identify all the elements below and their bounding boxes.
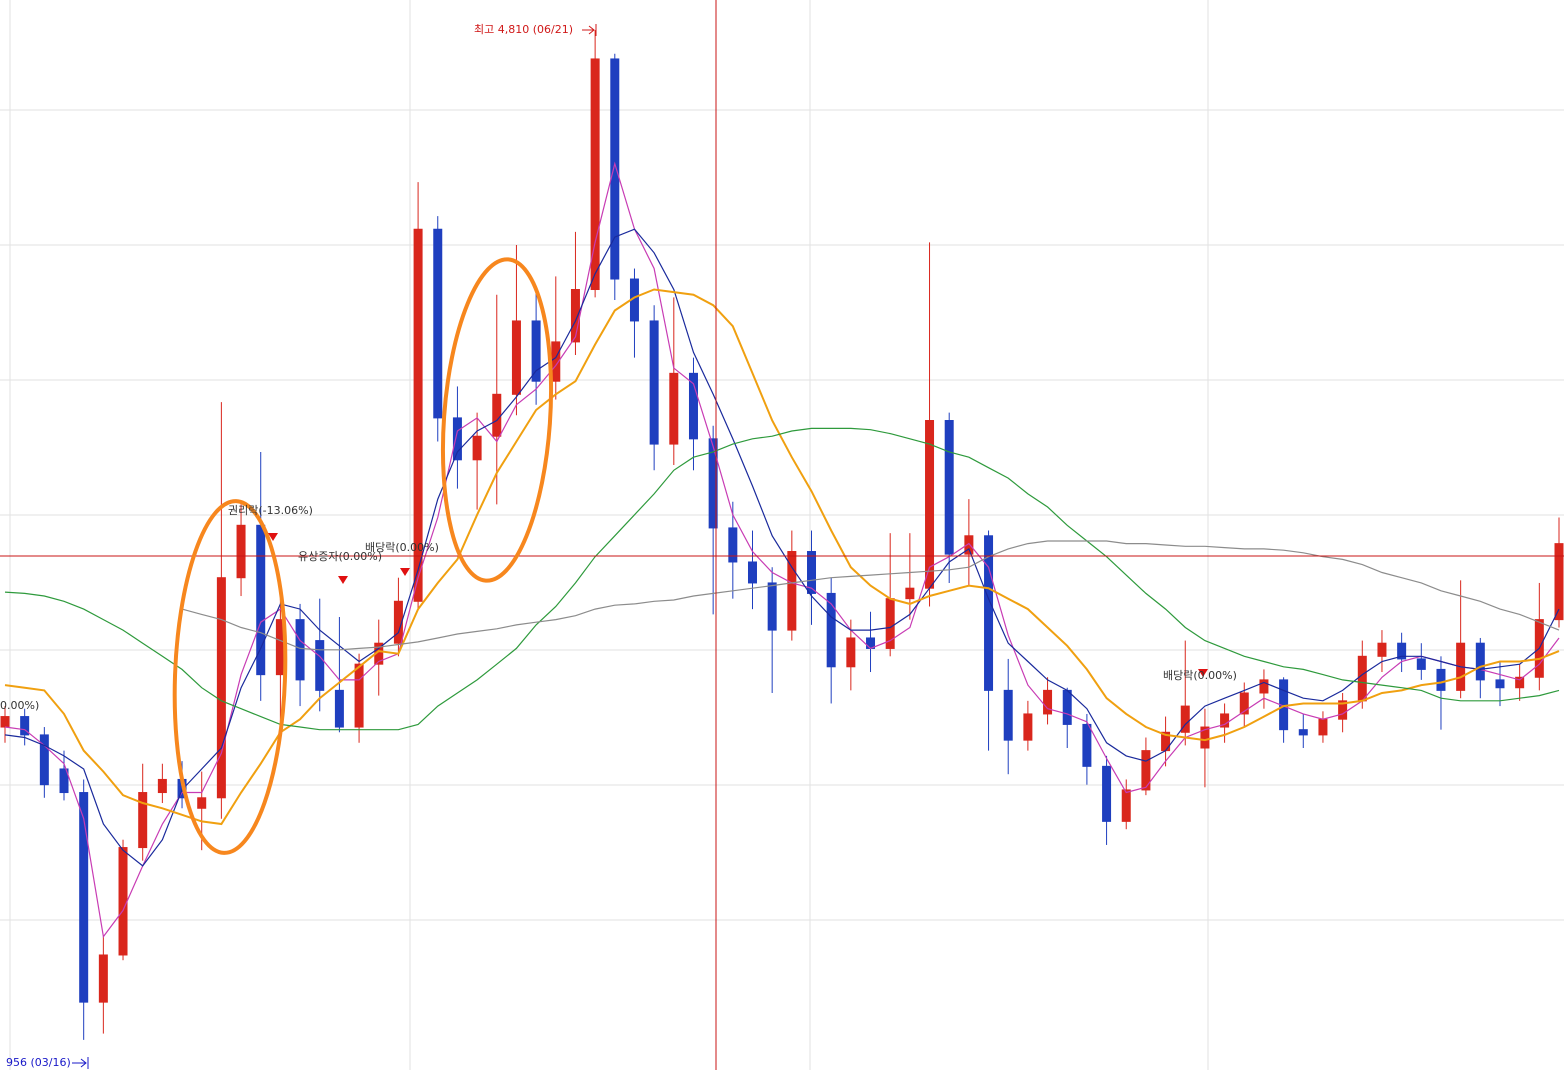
candle-body (531, 320, 541, 382)
candle-body (118, 847, 128, 956)
candle-body (767, 582, 777, 631)
candle-body (1082, 723, 1092, 767)
event-label: 권리락(-13.06%) (228, 504, 313, 517)
event-label: 0.00%) (0, 699, 39, 712)
candle-body (1200, 726, 1210, 749)
moving-average-line (4, 161, 1560, 939)
candle-body (452, 417, 462, 461)
candle-body (236, 524, 246, 579)
moving-average-line (4, 427, 1560, 731)
candle-body (1180, 705, 1190, 733)
candle-body (413, 228, 423, 602)
candle-body (0, 716, 10, 728)
candle-body (295, 619, 305, 681)
candle-body (649, 320, 659, 445)
candle-body (354, 663, 364, 728)
plot-area (0, 30, 1564, 1040)
candle-body (1475, 642, 1485, 681)
candle-body (1121, 789, 1131, 822)
moving-average-line (181, 540, 1560, 651)
candle-body (1220, 713, 1230, 728)
candle-body (315, 640, 325, 691)
candle-body (1043, 689, 1053, 715)
candle-body (216, 577, 226, 799)
candle-body (747, 561, 757, 584)
candle-body (610, 58, 620, 280)
candle-body (1554, 543, 1564, 621)
event-markers (268, 533, 1208, 677)
candle-body (728, 527, 738, 563)
candle-body (79, 792, 89, 1003)
candle-body (59, 768, 69, 794)
candle-body (807, 551, 817, 594)
candle-body (905, 587, 915, 600)
event-label: 배당락(0.00%) (1163, 669, 1237, 682)
candle-body (1357, 655, 1367, 702)
candle-body (472, 435, 482, 461)
event-marker (1198, 669, 1208, 677)
candle-body (1102, 765, 1112, 822)
moving-average-line (4, 288, 1560, 826)
highlights (172, 257, 554, 855)
event-marker (268, 533, 278, 541)
highlight-ellipse (440, 257, 554, 583)
event-label: 배당락(0.00%) (365, 541, 439, 554)
candle-body (1023, 713, 1033, 741)
candle-body (1239, 692, 1249, 715)
candle-body (1397, 642, 1407, 660)
low-arrow (72, 1057, 89, 1069)
candle-body (826, 592, 836, 668)
candle-body (1416, 658, 1426, 670)
candle-body (590, 58, 600, 291)
candle-body (944, 420, 954, 555)
candle-body (1515, 676, 1525, 689)
candle-body (688, 372, 698, 440)
candle-body (669, 372, 679, 445)
candle-body (197, 797, 207, 809)
candle-body (1495, 679, 1505, 689)
highlight-ellipse (172, 499, 288, 855)
candle-body (1338, 700, 1348, 720)
candle-body (256, 524, 266, 676)
event-label: 유상증자(0.00%) (298, 550, 382, 563)
high-arrow (582, 24, 597, 36)
candle-body (1141, 750, 1151, 791)
candle-body (138, 792, 148, 849)
event-marker (338, 576, 348, 584)
candle-body (1436, 668, 1446, 691)
candle-body (492, 393, 502, 437)
candle-body (984, 535, 994, 691)
candle-body (98, 954, 108, 1003)
candle-body (1259, 679, 1269, 694)
moving-average-line (4, 228, 1560, 867)
candle-body (964, 535, 974, 555)
candle-body (20, 716, 30, 736)
candle-body (708, 438, 718, 529)
candle-body (1318, 718, 1328, 736)
candle-body (511, 320, 521, 395)
candle-body (334, 689, 344, 728)
candle-body (787, 551, 797, 631)
event-marker (400, 568, 410, 576)
candle-body (393, 600, 403, 644)
high-label: 최고 4,810 (06/21) (474, 23, 573, 36)
candle-body (1377, 642, 1387, 657)
low-label: 956 (03/16) (6, 1056, 71, 1069)
candle-body (1062, 689, 1072, 725)
candle-body (157, 778, 167, 794)
candle-body (846, 637, 856, 668)
candle-body (433, 228, 443, 419)
candle-body (1003, 689, 1013, 741)
candles (0, 30, 1564, 1040)
candle-body (39, 734, 49, 786)
candle-body (1298, 729, 1308, 736)
